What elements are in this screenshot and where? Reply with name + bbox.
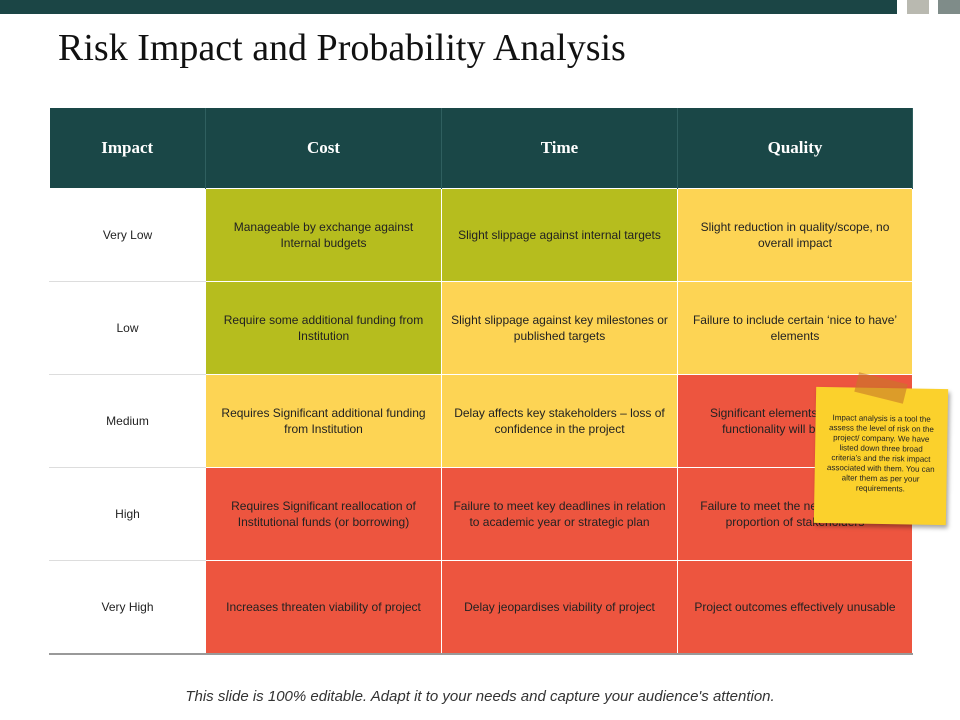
impact-cell: Medium [49, 374, 206, 468]
header-cell: Cost [205, 108, 442, 189]
risk-cell: Delay affects key stakeholders – loss of… [441, 374, 678, 468]
risk-cell: Slight reduction in quality/scope, no ov… [677, 188, 913, 282]
risk-cell: Require some additional funding from Ins… [205, 281, 442, 375]
risk-cell: Failure to include certain ‘nice to have… [677, 281, 913, 375]
header-cell: Impact [49, 108, 206, 189]
risk-cell: Slight slippage against key milestones o… [441, 281, 678, 375]
risk-cell: Delay jeopardises viability of project [441, 560, 678, 655]
table-body: Very Low Manageable by exchange against I… [49, 188, 913, 655]
risk-cell: Failure to meet key deadlines in relatio… [441, 467, 678, 561]
table-row: High Requires Significant reallocation of… [49, 467, 913, 561]
risk-cell: Manageable by exchange against Internal … [205, 188, 442, 282]
risk-cell: Requires Significant additional funding … [205, 374, 442, 468]
header-cell: Time [441, 108, 678, 189]
risk-cell: Requires Significant reallocation of Ins… [205, 467, 442, 561]
table-row: Medium Requires Significant additional fu… [49, 374, 913, 468]
table-row: Low Require some additional funding from … [49, 281, 913, 375]
impact-cell: Very Low [49, 188, 206, 282]
impact-cell: Low [49, 281, 206, 375]
risk-cell: Increases threaten viability of project [205, 560, 442, 655]
risk-cell: Slight slippage against internal targets [441, 188, 678, 282]
impact-cell: Very High [49, 560, 206, 655]
header-cell: Quality [677, 108, 913, 189]
table-row: Very Low Manageable by exchange against I… [49, 188, 913, 282]
footer: This slide is 100% editable. Adapt it to… [185, 688, 775, 705]
table-row: Very High Increases threaten viability of… [49, 560, 913, 655]
risk-table: Impact Cost Time Quality Very Low Manageable… [49, 108, 913, 655]
impact-cell: High [49, 467, 206, 561]
decor-square [907, 0, 929, 14]
title: Risk Impact and Probability Analysis [58, 27, 626, 69]
top-bar [0, 0, 897, 14]
risk-cell: Project outcomes effectively unusable [677, 560, 913, 655]
sticky-note: Impact analysis is a tool the assess the… [813, 386, 949, 526]
header-row: Impact Cost Time Quality [49, 108, 913, 189]
decor-square [938, 0, 960, 14]
